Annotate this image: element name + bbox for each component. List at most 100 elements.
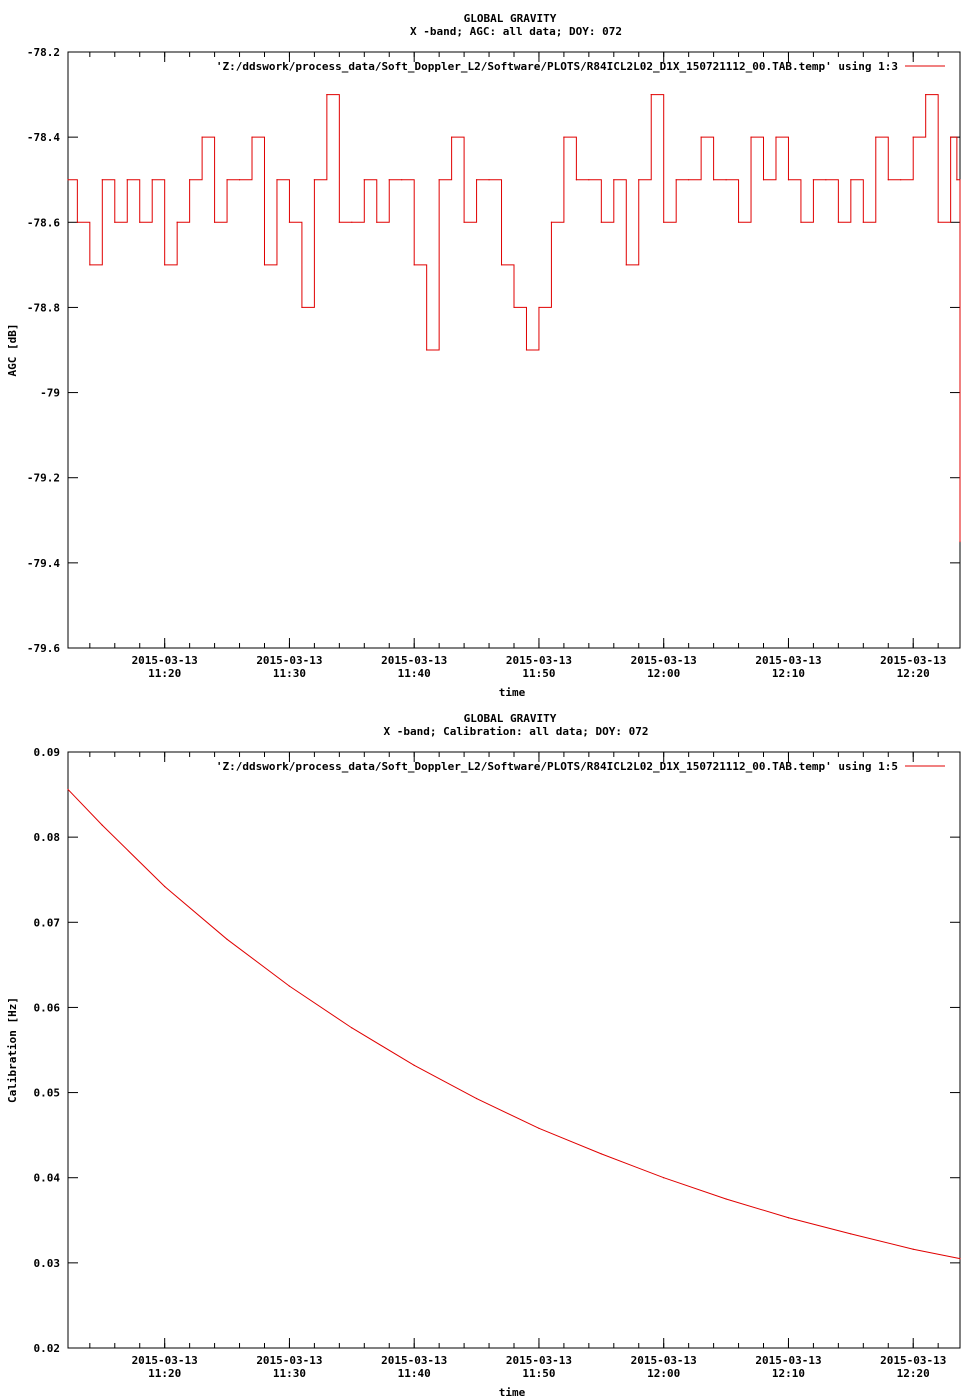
x-tick-time-label: 12:10	[772, 1367, 805, 1380]
x-tick-date-label: 2015-03-13	[631, 1354, 697, 1367]
data-point	[326, 93, 328, 96]
data-point	[663, 221, 665, 223]
data-point	[900, 179, 902, 181]
data-point	[713, 179, 715, 181]
x-tick-time-label: 12:00	[647, 667, 680, 680]
y-tick-label: -78.4	[27, 131, 60, 144]
chart-subtitle: X -band; AGC: all data; DOY: 072	[410, 25, 622, 38]
data-point	[413, 264, 415, 266]
y-tick-label: -78.2	[27, 46, 60, 59]
x-tick-date-label: 2015-03-13	[256, 1354, 322, 1367]
y-tick-label: -78.8	[27, 301, 60, 314]
data-point	[301, 306, 303, 309]
data-point	[588, 179, 590, 181]
data-point	[538, 1127, 540, 1129]
x-tick-date-label: 2015-03-13	[381, 654, 447, 667]
x-tick-time-label: 11:20	[148, 1367, 181, 1380]
x-tick-date-label: 2015-03-13	[755, 654, 821, 667]
y-tick-label: 0.06	[34, 1001, 61, 1014]
x-tick-time-label: 11:30	[273, 1367, 306, 1380]
data-point	[438, 179, 440, 181]
chart-title: GLOBAL GRAVITY	[464, 12, 557, 25]
data-point	[600, 221, 602, 223]
data-point	[912, 1248, 914, 1250]
y-tick-label: 0.04	[34, 1172, 61, 1185]
x-tick-time-label: 11:50	[522, 667, 555, 680]
data-point	[114, 221, 116, 223]
plot-frame	[67, 751, 961, 1349]
data-point	[837, 221, 839, 223]
x-tick-date-label: 2015-03-13	[631, 654, 697, 667]
data-point	[787, 179, 790, 181]
series-line	[68, 94, 961, 542]
data-point	[238, 179, 241, 181]
data-point	[139, 221, 141, 223]
x-tick-date-label: 2015-03-13	[880, 1354, 946, 1367]
x-tick-time-label: 12:10	[772, 667, 805, 680]
data-point	[650, 93, 652, 96]
y-tick-label: -79.6	[27, 642, 60, 655]
data-point	[525, 349, 528, 351]
x-tick-date-label: 2015-03-13	[132, 654, 198, 667]
data-point	[912, 136, 914, 138]
data-point	[600, 1153, 602, 1155]
data-point	[563, 136, 565, 138]
x-tick-date-label: 2015-03-13	[132, 1354, 198, 1367]
data-point	[313, 179, 315, 181]
data-point	[401, 179, 403, 181]
x-tick-time-label: 11:50	[522, 1367, 555, 1380]
x-tick-time-label: 11:30	[273, 667, 306, 680]
data-point	[89, 264, 91, 266]
y-axis-label: AGC [dB]	[6, 324, 19, 377]
data-point	[126, 179, 128, 181]
data-point	[500, 264, 503, 266]
chart-title: GLOBAL GRAVITY	[464, 712, 557, 725]
data-point	[151, 179, 153, 181]
data-point	[613, 179, 615, 181]
y-tick-label: -78.6	[27, 216, 60, 229]
data-point	[488, 179, 490, 181]
data-point	[475, 179, 478, 181]
data-point	[67, 179, 69, 181]
x-axis-label: time	[499, 1386, 526, 1399]
data-point	[625, 264, 627, 266]
data-point	[700, 136, 702, 138]
data-point	[675, 179, 677, 181]
data-point	[725, 1198, 727, 1200]
y-tick-label: 0.03	[34, 1257, 61, 1270]
data-point	[825, 179, 827, 181]
x-tick-time-label: 11:40	[398, 1367, 431, 1380]
y-tick-label: 0.09	[34, 746, 61, 759]
x-tick-time-label: 12:20	[897, 667, 930, 680]
data-point	[288, 221, 291, 223]
data-point	[959, 540, 961, 543]
data-point	[251, 136, 253, 138]
data-point	[201, 136, 203, 138]
x-tick-date-label: 2015-03-13	[506, 1354, 572, 1367]
data-point	[338, 221, 340, 223]
data-point	[688, 179, 690, 181]
data-point	[263, 264, 266, 266]
data-point	[775, 136, 777, 138]
y-tick-label: 0.07	[34, 916, 61, 929]
y-tick-label: -79.4	[27, 557, 60, 570]
data-point	[538, 306, 540, 309]
data-point	[950, 136, 952, 138]
x-tick-date-label: 2015-03-13	[381, 1354, 447, 1367]
data-point	[388, 179, 390, 181]
data-point	[67, 788, 69, 791]
data-point	[762, 179, 765, 181]
data-point	[800, 221, 802, 223]
data-point	[363, 179, 365, 181]
data-point	[226, 938, 228, 940]
data-point	[189, 179, 191, 181]
data-point	[426, 349, 428, 351]
y-axis-label: Calibration [Hz]	[6, 997, 19, 1103]
data-point	[413, 1064, 415, 1066]
data-point	[725, 179, 727, 181]
data-point	[351, 221, 353, 223]
data-point	[226, 179, 228, 181]
data-point	[925, 93, 927, 96]
x-tick-time-label: 11:20	[148, 667, 181, 680]
data-point	[513, 306, 515, 309]
